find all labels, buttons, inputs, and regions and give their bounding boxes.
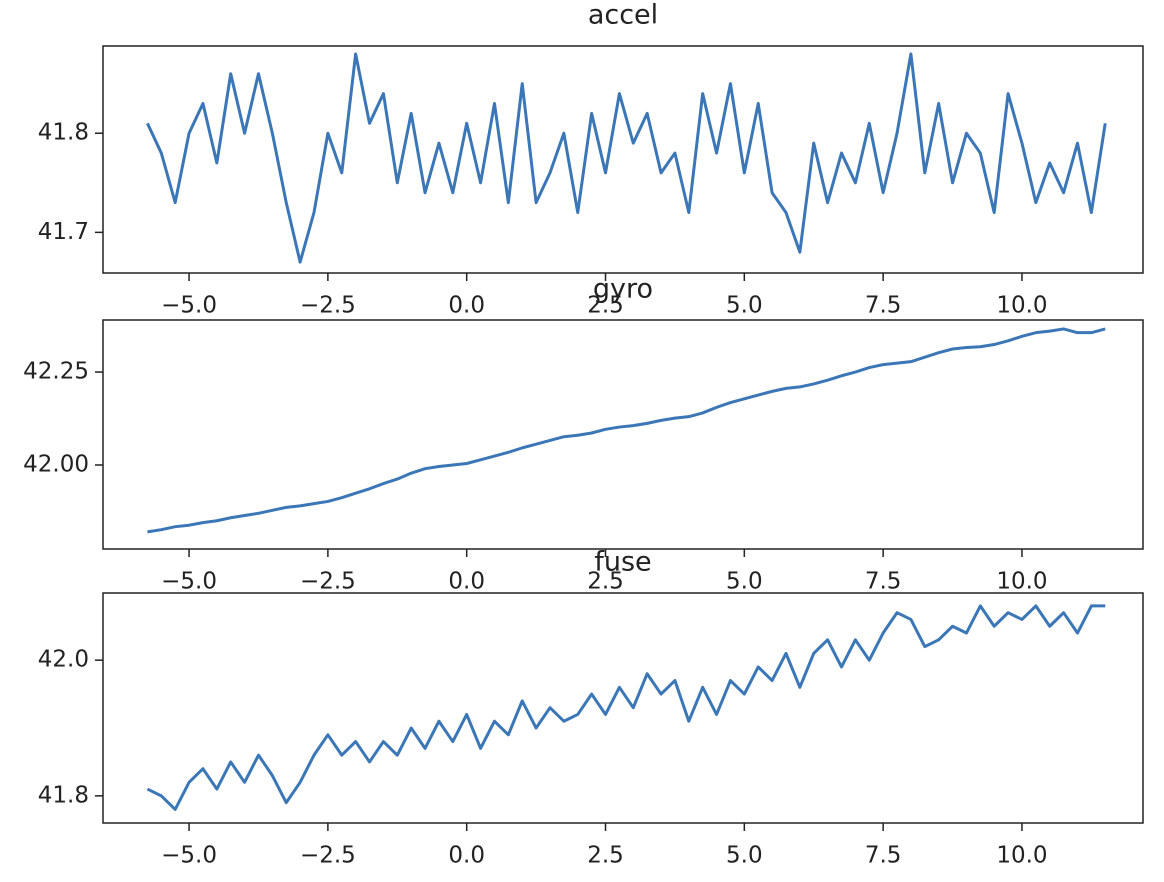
subplot-title: accel bbox=[588, 0, 658, 31]
axes-frame bbox=[102, 319, 1144, 550]
x-tick-label: 5.0 bbox=[726, 569, 763, 595]
axes-frame bbox=[102, 45, 1144, 274]
y-tick-label: 42.0 bbox=[38, 647, 89, 673]
data-line bbox=[146, 52, 1107, 264]
subplot-title: fuse bbox=[594, 547, 651, 578]
x-tick-label: 5.0 bbox=[726, 843, 763, 869]
x-tick-label: 10.0 bbox=[996, 843, 1047, 869]
x-tick-label: 0.0 bbox=[448, 843, 485, 869]
x-tick-label: −2.5 bbox=[300, 293, 356, 319]
x-tick-label: −2.5 bbox=[300, 843, 356, 869]
x-tick-label: −5.0 bbox=[161, 569, 217, 595]
y-tick-label: 42.00 bbox=[23, 451, 89, 477]
data-line bbox=[146, 604, 1106, 811]
x-tick-label: 2.5 bbox=[587, 569, 624, 595]
data-line bbox=[147, 327, 1106, 534]
x-tick-label: −2.5 bbox=[300, 569, 356, 595]
y-tick-label: 41.7 bbox=[38, 219, 89, 245]
x-tick-label: 2.5 bbox=[587, 843, 624, 869]
x-tick-label: 0.0 bbox=[448, 569, 485, 595]
x-tick-label: 10.0 bbox=[996, 293, 1047, 319]
x-tick-label: 7.5 bbox=[865, 293, 902, 319]
x-tick-label: 2.5 bbox=[587, 293, 624, 319]
x-tick-label: 5.0 bbox=[726, 293, 763, 319]
x-tick-label: 7.5 bbox=[865, 843, 902, 869]
x-tick-label: 0.0 bbox=[448, 293, 485, 319]
y-tick-label: 41.8 bbox=[38, 782, 89, 808]
x-tick-label: −5.0 bbox=[161, 843, 217, 869]
x-tick-label: 7.5 bbox=[865, 569, 902, 595]
y-tick-label: 41.8 bbox=[38, 120, 89, 146]
x-tick-label: 10.0 bbox=[996, 569, 1047, 595]
x-tick-label: −5.0 bbox=[161, 293, 217, 319]
subplot-title: gyro bbox=[593, 274, 653, 305]
axes-frame bbox=[102, 592, 1144, 824]
y-tick-label: 42.25 bbox=[23, 359, 89, 385]
